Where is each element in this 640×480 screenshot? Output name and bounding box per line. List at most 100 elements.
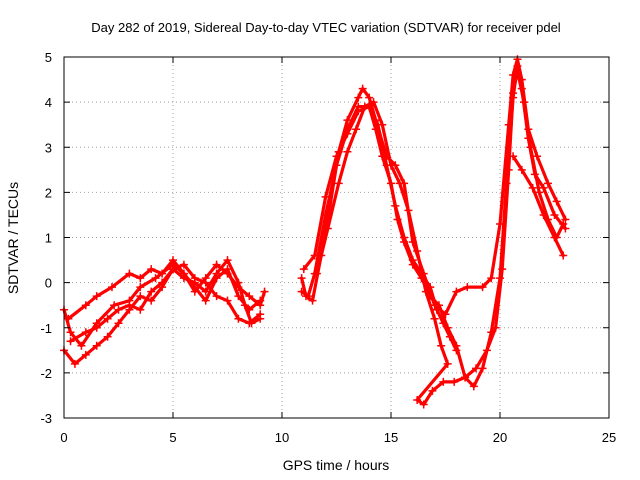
series-track-2 <box>60 260 265 368</box>
data-point-marker <box>308 296 317 305</box>
data-point-marker <box>179 260 188 269</box>
data-point-marker <box>378 120 387 129</box>
data-point-marker <box>110 301 119 310</box>
axis-ticks: 0 5 10 15 20 25 -3 -2 -1 0 1 2 3 4 5 <box>40 50 616 445</box>
data-point-marker <box>354 93 363 102</box>
data-point-marker <box>487 274 496 283</box>
data-point-marker <box>92 323 101 332</box>
data-point-marker <box>151 274 160 283</box>
data-point-marker <box>519 98 528 107</box>
data-point-marker <box>304 292 313 301</box>
y-tick-label: 4 <box>45 95 52 110</box>
data-point-marker <box>439 377 448 386</box>
data-point-marker <box>559 251 568 260</box>
x-tick-label: 15 <box>384 430 398 445</box>
data-point-marker <box>369 98 378 107</box>
data-point-marker <box>526 143 535 152</box>
data-point-marker <box>408 256 417 265</box>
data-point-marker <box>472 364 481 373</box>
data-point-marker <box>437 341 446 350</box>
data-point-marker <box>147 265 156 274</box>
data-point-marker <box>450 377 459 386</box>
data-point-marker <box>147 296 156 305</box>
data-point-marker <box>136 283 145 292</box>
data-point-marker <box>334 179 343 188</box>
y-axis-label: SDTVAR / TECUs <box>5 182 21 294</box>
data-point-marker <box>543 215 552 224</box>
data-point-marker <box>413 247 422 256</box>
data-point-marker <box>212 292 221 301</box>
data-point-marker <box>77 341 86 350</box>
data-point-marker <box>297 287 306 296</box>
data-point-marker <box>92 292 101 301</box>
data-point-marker <box>312 269 321 278</box>
data-point-marker <box>212 269 221 278</box>
series-track-8 <box>312 66 568 409</box>
data-point-marker <box>432 305 441 314</box>
y-tick-label: -2 <box>40 366 52 381</box>
data-point-marker <box>491 323 500 332</box>
data-point-marker <box>158 269 167 278</box>
data-point-marker <box>299 265 308 274</box>
data-point-marker <box>332 152 341 161</box>
data-point-marker <box>147 287 156 296</box>
y-tick-label: 1 <box>45 231 52 246</box>
data-point-marker <box>321 192 330 201</box>
data-point-marker <box>561 215 570 224</box>
series-line <box>300 57 567 316</box>
data-point-marker <box>190 287 199 296</box>
data-point-marker <box>64 314 73 323</box>
data-point-marker <box>498 265 507 274</box>
data-point-marker <box>158 278 167 287</box>
data-point-marker <box>419 400 428 409</box>
y-tick-label: 5 <box>45 50 52 65</box>
data-point-marker <box>517 165 526 174</box>
data-point-marker <box>81 301 90 310</box>
data-point-marker <box>452 287 461 296</box>
data-point-marker <box>256 301 265 310</box>
data-point-marker <box>463 283 472 292</box>
data-point-marker <box>445 332 454 341</box>
x-tick-label: 10 <box>275 430 289 445</box>
data-point-marker <box>543 179 552 188</box>
data-point-marker <box>354 107 363 116</box>
series-track-4 <box>66 256 265 346</box>
data-point-marker <box>365 93 374 102</box>
data-point-marker <box>107 283 116 292</box>
data-point-marker <box>136 274 145 283</box>
y-tick-label: 2 <box>45 185 52 200</box>
x-tick-label: 0 <box>60 430 67 445</box>
data-point-marker <box>528 183 537 192</box>
data-point-marker <box>136 305 145 314</box>
data-point-marker <box>136 292 145 301</box>
data-point-marker <box>245 292 254 301</box>
data-point-marker <box>125 301 134 310</box>
data-point-marker <box>190 278 199 287</box>
y-tick-label: -1 <box>40 321 52 336</box>
data-point-marker <box>201 296 210 305</box>
data-point-marker <box>552 233 561 242</box>
x-tick-label: 5 <box>169 430 176 445</box>
data-point-marker <box>509 89 518 98</box>
data-point-marker <box>559 219 568 228</box>
data-point-marker <box>223 269 232 278</box>
data-point-marker <box>70 359 79 368</box>
data-point-marker <box>426 283 435 292</box>
data-point-marker <box>421 287 430 296</box>
y-tick-label: -3 <box>40 411 52 426</box>
x-tick-label: 20 <box>493 430 507 445</box>
data-point-marker <box>387 161 395 170</box>
data-point-marker <box>81 328 90 337</box>
data-point-marker <box>391 201 400 210</box>
data-point-marker <box>66 328 75 337</box>
data-point-marker <box>478 283 487 292</box>
data-point-marker <box>247 319 256 328</box>
data-point-marker <box>452 346 461 355</box>
data-point-marker <box>201 274 210 283</box>
data-point-marker <box>297 274 306 283</box>
data-point-marker <box>358 84 367 93</box>
data-point-marker <box>404 206 413 215</box>
data-point-marker <box>310 251 319 260</box>
y-tick-label: 3 <box>45 140 52 155</box>
